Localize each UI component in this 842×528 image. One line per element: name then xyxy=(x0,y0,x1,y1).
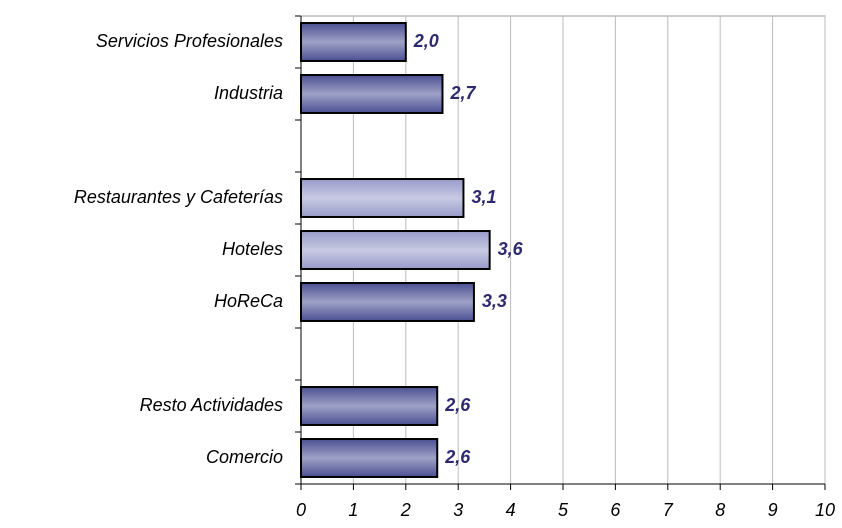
y-tick-label: Resto Actividades xyxy=(140,395,283,415)
x-tick-label: 3 xyxy=(453,500,463,520)
y-tick-label: Servicios Profesionales xyxy=(96,31,283,51)
y-tick-label: Comercio xyxy=(206,447,283,467)
x-tick-label: 7 xyxy=(663,500,674,520)
x-tick-label: 8 xyxy=(715,500,725,520)
x-tick-label: 6 xyxy=(610,500,621,520)
bar-sheen xyxy=(302,232,489,268)
x-tick-label: 5 xyxy=(558,500,569,520)
value-label: 3,1 xyxy=(471,187,496,207)
y-tick-label: Industria xyxy=(214,83,283,103)
bar-sheen xyxy=(302,76,442,112)
bar-sheen xyxy=(302,180,463,216)
value-label: 2,6 xyxy=(444,447,471,467)
x-tick-label: 4 xyxy=(506,500,516,520)
bar-sheen xyxy=(302,24,405,60)
y-tick-label: Restaurantes y Cafeterías xyxy=(74,187,283,207)
value-label: 2,7 xyxy=(449,83,476,103)
x-tick-label: 10 xyxy=(815,500,835,520)
x-tick-label: 2 xyxy=(400,500,411,520)
value-label: 2,6 xyxy=(444,395,471,415)
bar-sheen xyxy=(302,284,473,320)
value-label: 3,6 xyxy=(498,239,524,259)
value-label: 3,3 xyxy=(482,291,507,311)
x-tick-label: 0 xyxy=(296,500,306,520)
x-tick-label: 1 xyxy=(348,500,358,520)
bar-sheen xyxy=(302,440,437,476)
x-tick-label: 9 xyxy=(768,500,778,520)
value-label: 2,0 xyxy=(413,31,439,51)
bar-sheen xyxy=(302,388,437,424)
y-tick-label: Hoteles xyxy=(222,239,283,259)
y-tick-label: HoReCa xyxy=(214,291,283,311)
